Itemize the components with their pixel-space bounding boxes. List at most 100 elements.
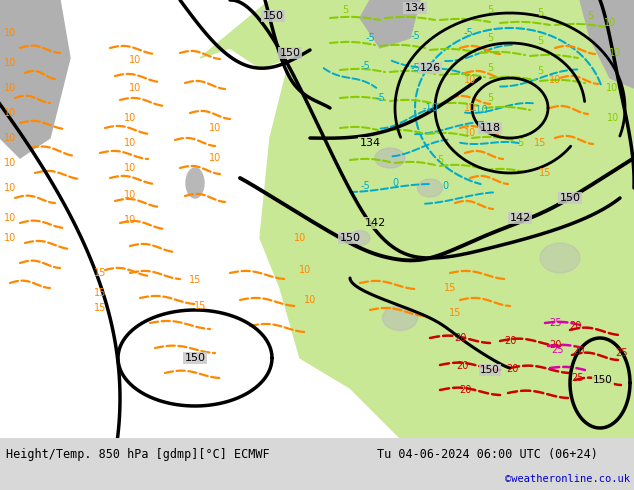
Text: 10: 10 [464,75,476,85]
Text: 15: 15 [444,283,456,293]
Text: ©weatheronline.co.uk: ©weatheronline.co.uk [505,473,630,484]
Ellipse shape [418,179,443,197]
Text: 5: 5 [537,66,543,76]
Text: 10: 10 [606,83,618,93]
Text: 10: 10 [299,265,311,275]
Text: Tu 04-06-2024 06:00 UTC (06+24): Tu 04-06-2024 06:00 UTC (06+24) [377,448,598,461]
Text: -5: -5 [365,33,375,43]
Text: 20: 20 [506,364,518,374]
Text: 10: 10 [4,183,16,193]
Text: 5: 5 [487,63,493,73]
Text: 10: 10 [294,233,306,243]
Text: 5: 5 [487,33,493,43]
Text: 150: 150 [593,375,613,385]
Text: 126: 126 [420,63,441,73]
Text: 10: 10 [124,163,136,173]
Text: 20: 20 [459,385,471,395]
Text: 20: 20 [504,336,516,346]
Text: 10: 10 [4,133,16,143]
Text: 15: 15 [194,301,206,311]
Text: 15: 15 [94,303,106,313]
Text: 10: 10 [607,113,619,123]
Text: 5: 5 [537,8,543,18]
Text: 10: 10 [604,18,616,28]
Text: Height/Temp. 850 hPa [gdmp][°C] ECMWF: Height/Temp. 850 hPa [gdmp][°C] ECMWF [6,448,269,461]
Text: 5: 5 [487,93,493,103]
Text: 10: 10 [4,108,16,118]
Text: 0: 0 [442,181,448,191]
Text: 150: 150 [480,365,500,375]
Text: 20: 20 [572,346,584,356]
Text: 10: 10 [4,58,16,68]
Text: 10: 10 [609,48,621,58]
Text: 10: 10 [464,128,476,138]
Text: 150: 150 [559,193,581,203]
Text: 10: 10 [4,233,16,243]
Ellipse shape [375,148,405,168]
Text: 25: 25 [571,373,583,383]
Text: 25: 25 [552,345,564,355]
Text: 10: 10 [4,213,16,223]
Text: 20: 20 [456,361,468,371]
Text: 20: 20 [569,321,581,331]
Text: 134: 134 [404,3,425,13]
Polygon shape [0,0,70,158]
Text: 10: 10 [129,55,141,65]
Text: 5: 5 [587,11,593,21]
Text: 150: 150 [339,233,361,243]
Text: 15: 15 [534,138,546,148]
Text: -5: -5 [410,31,420,41]
Text: 0: 0 [392,178,398,188]
Text: 5: 5 [342,5,348,15]
Text: 150: 150 [280,48,301,58]
Text: -5: -5 [360,181,370,191]
Text: 134: 134 [359,138,380,148]
Text: 15: 15 [189,275,201,285]
Text: 10: 10 [304,295,316,305]
Polygon shape [360,0,420,48]
Text: 142: 142 [365,218,385,228]
Text: 10: 10 [4,83,16,93]
Text: 10: 10 [209,153,221,163]
Text: 142: 142 [509,213,531,223]
Text: 10: 10 [124,113,136,123]
Ellipse shape [382,305,418,330]
Text: 15: 15 [539,168,551,178]
Text: 15: 15 [94,288,106,298]
Text: -5: -5 [463,28,473,38]
Polygon shape [260,0,634,438]
Ellipse shape [350,230,370,245]
Text: 10: 10 [4,28,16,38]
Text: 10: 10 [209,123,221,133]
Text: 15: 15 [94,268,106,278]
Text: 10: 10 [124,138,136,148]
Text: -10: -10 [422,103,438,113]
Polygon shape [200,0,310,68]
Text: 10: 10 [549,75,561,85]
Text: -5: -5 [360,61,370,71]
Text: 10: 10 [464,103,476,113]
Text: 118: 118 [479,123,501,133]
Text: 15: 15 [449,308,461,318]
Text: 150: 150 [184,353,205,363]
Text: 5: 5 [517,138,523,148]
Text: -10: -10 [472,105,488,115]
Text: 25: 25 [616,348,628,358]
Text: 20: 20 [549,340,561,350]
Polygon shape [310,0,370,23]
Polygon shape [580,0,634,88]
Text: 5: 5 [437,155,443,165]
Text: 25: 25 [549,318,561,328]
Text: 10: 10 [129,83,141,93]
Text: 10: 10 [124,215,136,225]
Text: 10: 10 [124,190,136,200]
Text: 10: 10 [4,158,16,168]
Text: 5: 5 [537,36,543,46]
Text: -5: -5 [410,63,420,73]
Text: 20: 20 [454,333,466,343]
Text: 5: 5 [487,5,493,15]
Ellipse shape [540,243,580,273]
Text: 150: 150 [262,11,283,21]
Text: -5: -5 [375,93,385,103]
Ellipse shape [186,168,204,198]
